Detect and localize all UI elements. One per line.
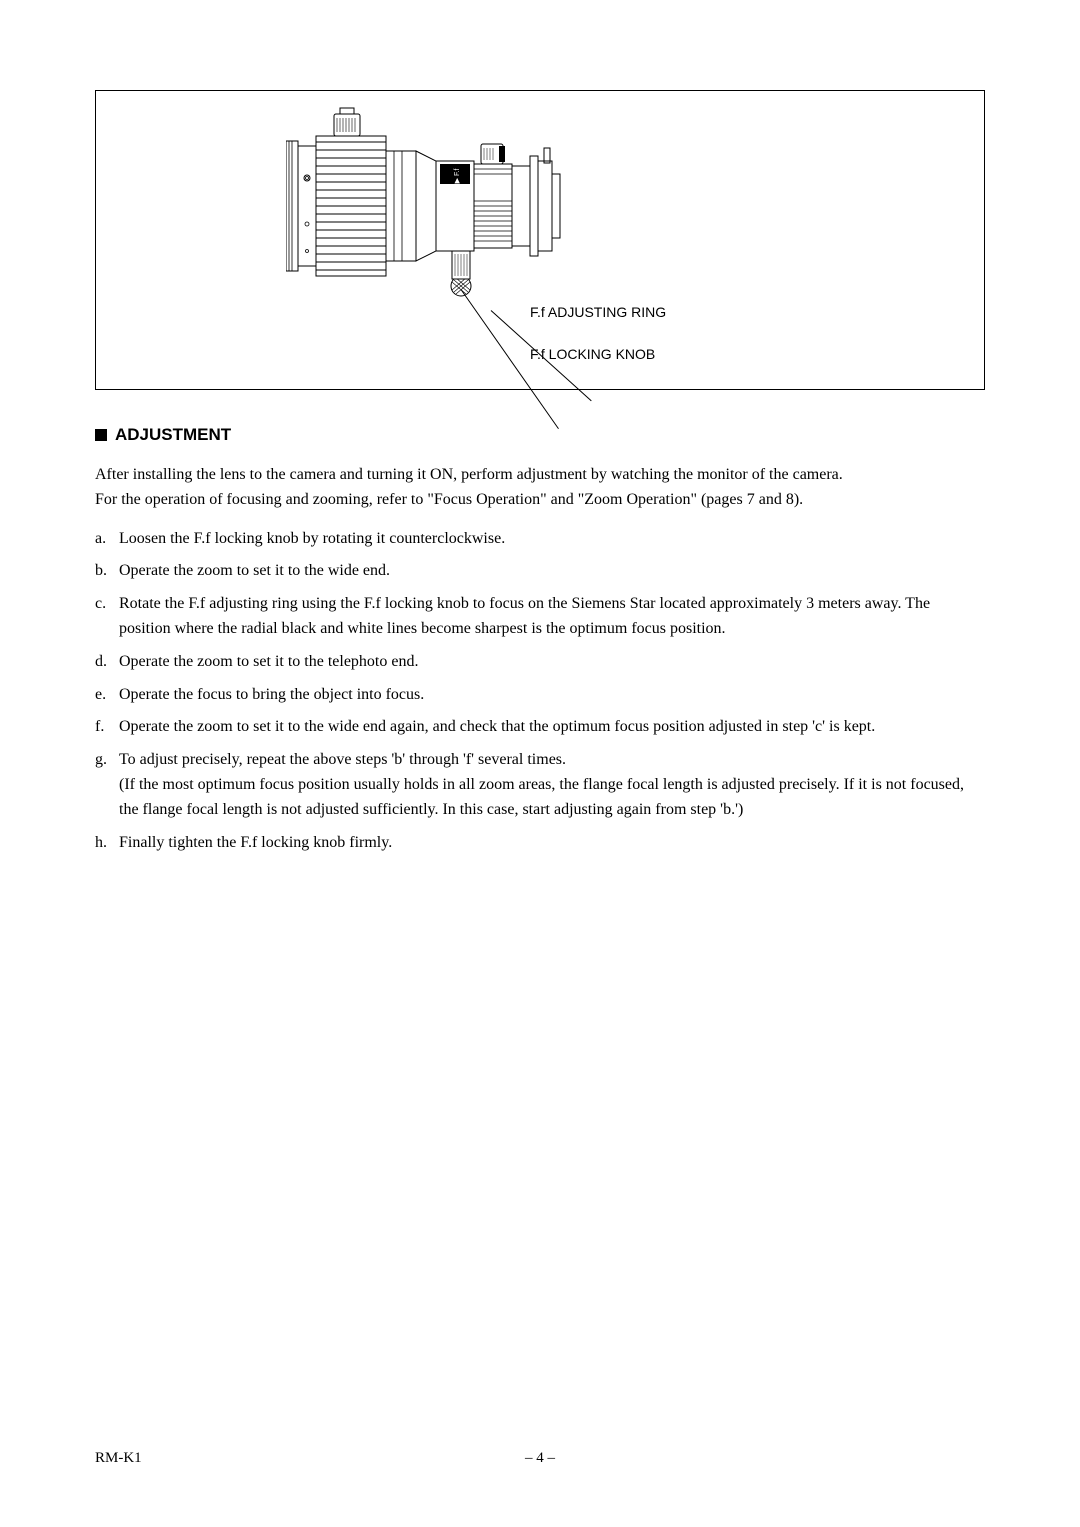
intro-line-2: For the operation of focusing and zoomin…: [95, 491, 803, 508]
section-heading-adjustment: ADJUSTMENT: [95, 425, 985, 445]
svg-text:▶ F.f: ▶ F.f: [454, 169, 461, 184]
step-text: Rotate the F.f adjusting ring using the …: [119, 592, 985, 642]
step-letter: f.: [95, 715, 119, 740]
step-d: d. Operate the zoom to set it to the tel…: [95, 650, 985, 675]
intro-line-1: After installing the lens to the camera …: [95, 466, 843, 483]
label-adjusting-ring: F.f ADJUSTING RING: [530, 304, 666, 320]
step-e: e. Operate the focus to bring the object…: [95, 683, 985, 708]
step-g: g. To adjust precisely, repeat the above…: [95, 748, 985, 822]
step-text: Loosen the F.f locking knob by rotating …: [119, 527, 985, 552]
footer-model: RM-K1: [95, 1450, 142, 1467]
step-a: a. Loosen the F.f locking knob by rotati…: [95, 527, 985, 552]
step-text: Operate the focus to bring the object in…: [119, 683, 985, 708]
intro-paragraph: After installing the lens to the camera …: [95, 463, 985, 513]
step-text: Operate the zoom to set it to the wide e…: [119, 559, 985, 584]
heading-text: ADJUSTMENT: [115, 425, 231, 445]
adjustment-steps-list: a. Loosen the F.f locking knob by rotati…: [95, 527, 985, 856]
step-text: To adjust precisely, repeat the above st…: [119, 748, 985, 822]
page-footer: RM-K1 – 4 –: [95, 1450, 985, 1467]
step-letter: d.: [95, 650, 119, 675]
step-b: b. Operate the zoom to set it to the wid…: [95, 559, 985, 584]
step-c: c. Rotate the F.f adjusting ring using t…: [95, 592, 985, 642]
step-text: Finally tighten the F.f locking knob fir…: [119, 831, 985, 856]
step-letter: b.: [95, 559, 119, 584]
step-letter: a.: [95, 527, 119, 552]
step-f: f. Operate the zoom to set it to the wid…: [95, 715, 985, 740]
footer-page-number: – 4 –: [525, 1450, 555, 1467]
step-text: Operate the zoom to set it to the wide e…: [119, 715, 985, 740]
label-locking-knob: F.f LOCKING KNOB: [530, 346, 655, 362]
step-text: Operate the zoom to set it to the teleph…: [119, 650, 985, 675]
svg-text:MACRO: MACRO: [504, 146, 509, 161]
step-letter: h.: [95, 831, 119, 856]
lens-diagram-container: ▶ F.f MACRO: [95, 90, 985, 390]
lens-diagram: ▶ F.f MACRO: [286, 106, 586, 306]
step-h: h. Finally tighten the F.f locking knob …: [95, 831, 985, 856]
step-letter: c.: [95, 592, 119, 642]
step-letter: e.: [95, 683, 119, 708]
step-letter: g.: [95, 748, 119, 822]
